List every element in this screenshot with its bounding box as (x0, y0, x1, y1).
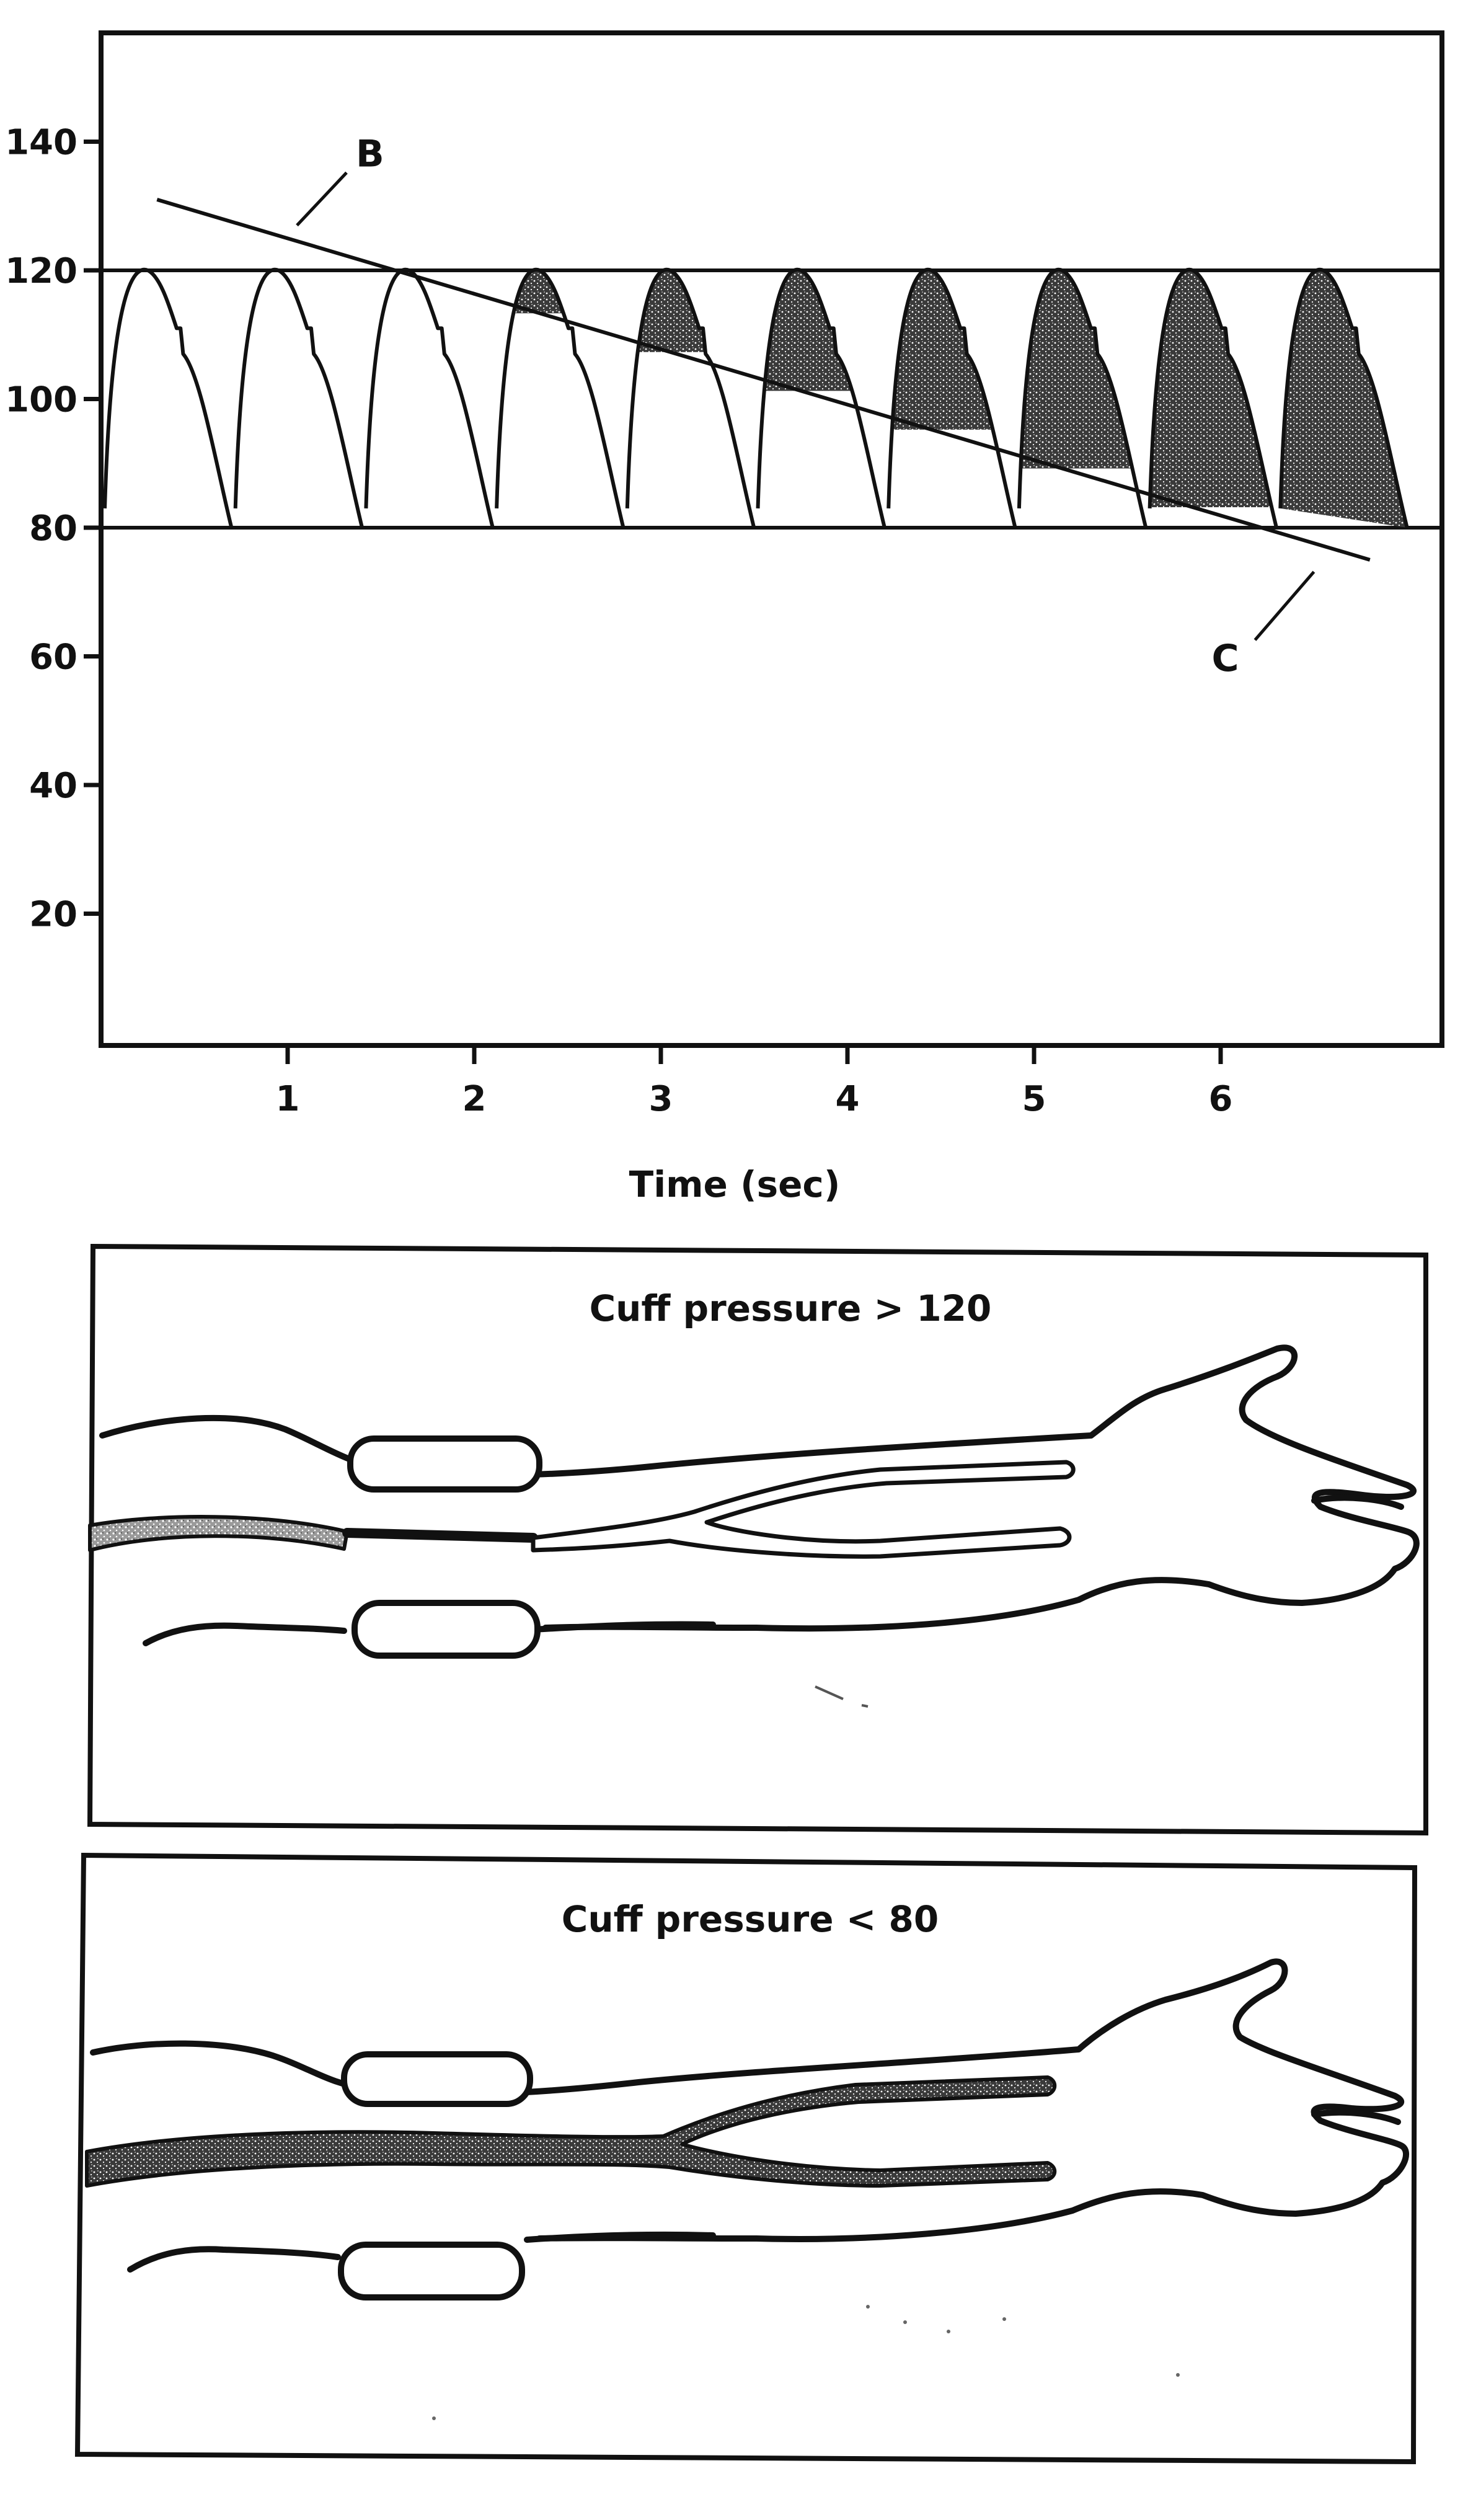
x-tick-label: 5 (1022, 1079, 1046, 1119)
pulse-wave (364, 267, 495, 528)
x-axis-title: Time (sec) (629, 1163, 841, 1205)
pulse-wave (495, 267, 626, 528)
cuff-line (156, 197, 1371, 562)
y-tick-label: 60 (29, 637, 77, 678)
panel-border (87, 1243, 1428, 1836)
cuff-pressure-line (156, 197, 1371, 562)
y-tick-label: 140 (5, 123, 77, 163)
x-tick-label: 2 (462, 1079, 487, 1119)
pulse-shaded-area (891, 269, 993, 430)
y-tick-label: 80 (29, 508, 77, 549)
x-tick-label: 3 (649, 1079, 673, 1119)
panel-title: Cuff pressure < 80 (562, 1898, 939, 1940)
pulse-wave (625, 267, 756, 528)
y-tick-label: 40 (29, 766, 77, 806)
x-tick-label: 1 (276, 1079, 300, 1119)
stray-dots (432, 2305, 1180, 2420)
annotation-leader-b (296, 171, 348, 227)
x-tick-label: 6 (1209, 1079, 1233, 1119)
pulse-waves (103, 267, 1409, 528)
pulse-wave (756, 267, 887, 528)
y-tick-label: 20 (29, 895, 77, 935)
pulse-wave (887, 267, 1017, 528)
y-axis: 140 120 100 80 60 40 20 (5, 123, 101, 935)
pulse-shaded-area (1280, 269, 1407, 528)
stray-mark (815, 1685, 869, 1708)
x-axis: 1 2 3 4 5 6 (276, 1045, 1233, 1119)
pulse-wave (1278, 267, 1409, 528)
pulse-wave (1147, 267, 1278, 528)
pulse-shaded-area (513, 269, 564, 314)
pulse-shaded-area (1020, 269, 1133, 469)
annotation-label-b: B (356, 132, 384, 175)
arm-panel-low: Cuff pressure < 80 (74, 1852, 1418, 2465)
panel-border (74, 1852, 1418, 2465)
pulse-shaded-area (637, 269, 705, 352)
reference-lines (101, 268, 1442, 530)
pulse-wave (233, 267, 365, 528)
x-tick-label: 4 (836, 1079, 860, 1119)
arm-panel-high: Cuff pressure > 120 (87, 1243, 1428, 1836)
arm-illustration (88, 1344, 1420, 1659)
y-tick-label: 100 (5, 380, 77, 420)
pulse-wave (103, 267, 234, 528)
panel-title: Cuff pressure > 120 (590, 1287, 992, 1329)
pulse-wave (1017, 267, 1148, 528)
pulse-shaded-area (764, 269, 852, 391)
arm-illustration (85, 1958, 1409, 2300)
chart-frame (99, 30, 1444, 1048)
annotation-label-c: C (1211, 637, 1239, 680)
y-tick-label: 120 (5, 251, 77, 291)
pulse-shaded-area (1149, 269, 1272, 508)
annotation-leader-c (1254, 570, 1315, 641)
annotations: BC (296, 132, 1315, 680)
